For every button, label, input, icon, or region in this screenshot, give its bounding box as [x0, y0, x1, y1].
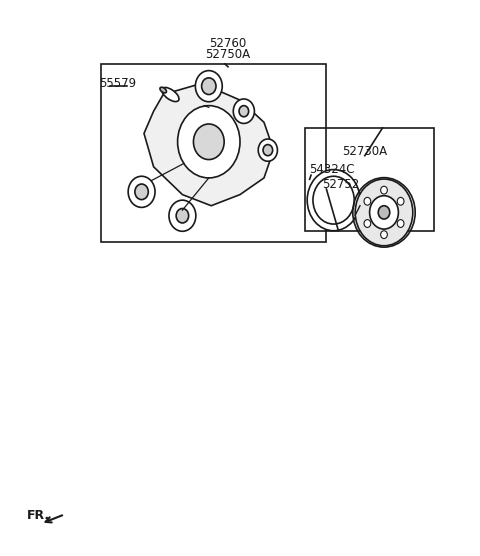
Circle shape — [169, 200, 196, 231]
Circle shape — [364, 197, 371, 205]
Circle shape — [195, 71, 222, 102]
Circle shape — [176, 208, 189, 223]
Text: FR.: FR. — [26, 509, 49, 523]
Circle shape — [364, 220, 371, 227]
Circle shape — [258, 139, 277, 161]
Circle shape — [193, 124, 224, 160]
Polygon shape — [144, 83, 274, 206]
Circle shape — [313, 176, 354, 224]
Circle shape — [370, 196, 398, 229]
Circle shape — [239, 106, 249, 117]
Text: 52752: 52752 — [323, 178, 360, 191]
Circle shape — [135, 184, 148, 200]
Text: 52760: 52760 — [209, 37, 247, 50]
Text: 52730A: 52730A — [342, 145, 387, 158]
Circle shape — [381, 186, 387, 194]
Circle shape — [397, 220, 404, 227]
Text: 55579: 55579 — [99, 77, 136, 90]
Circle shape — [307, 170, 360, 231]
Circle shape — [202, 78, 216, 95]
Text: 54324C: 54324C — [310, 163, 355, 176]
Ellipse shape — [162, 87, 179, 102]
Circle shape — [128, 176, 155, 207]
Circle shape — [233, 99, 254, 123]
Text: 52750A: 52750A — [205, 48, 251, 61]
Circle shape — [355, 179, 413, 246]
Circle shape — [381, 231, 387, 239]
Circle shape — [378, 206, 390, 219]
Bar — [305, 128, 434, 231]
Circle shape — [397, 197, 404, 205]
Circle shape — [178, 106, 240, 178]
Circle shape — [263, 145, 273, 156]
Bar — [101, 64, 326, 242]
Ellipse shape — [160, 87, 167, 93]
